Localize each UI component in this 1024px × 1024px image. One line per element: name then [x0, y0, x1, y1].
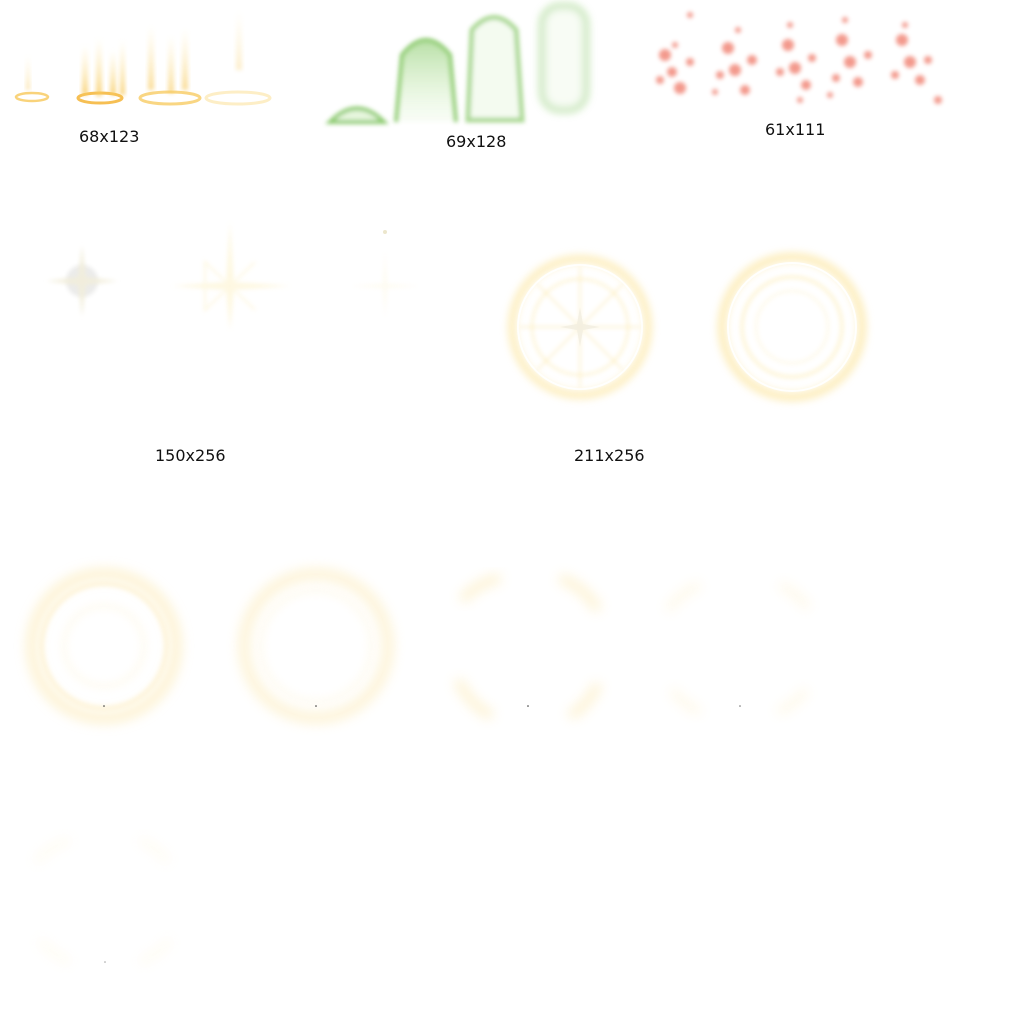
green-pillar-icon: [465, 15, 525, 123]
red-spark-particle-icon: [776, 22, 816, 103]
fading-glow-ring-icon: [239, 569, 393, 723]
fading-glow-ring-icon: [665, 581, 811, 716]
red-spark-particle-icon: [827, 17, 872, 98]
sprite-size-label: 69x128: [446, 132, 507, 151]
star-flash-icon: [350, 230, 420, 318]
sprite-size-label: 61x111: [765, 120, 826, 139]
gold-rising-ring-icon: [138, 25, 202, 106]
red-spark-particle-icon: [891, 22, 942, 104]
sprite-size-label: 150x256: [155, 446, 226, 465]
star-flash-icon: [172, 222, 290, 330]
red-spark-particle-icon: [712, 27, 757, 95]
fading-glow-ring-icon: [33, 837, 173, 965]
star-flash-icon: [46, 245, 118, 317]
sprite-size-label: 211x256: [574, 446, 645, 465]
sprite-size-label: 68x123: [79, 127, 140, 146]
gold-rising-ring-icon: [14, 55, 50, 103]
green-pillar-icon: [394, 38, 458, 123]
gold-rising-ring-icon: [204, 10, 272, 106]
green-pillar-icon: [539, 3, 589, 113]
fading-glow-ring-icon: [27, 569, 181, 723]
fading-glow-ring-icon: [453, 573, 603, 721]
magic-circle-icon: [508, 255, 652, 399]
gold-rising-ring-icon: [76, 38, 125, 105]
red-spark-particle-icon: [656, 12, 694, 94]
magic-circle-icon: [717, 252, 867, 402]
green-pillar-icon: [325, 106, 389, 124]
